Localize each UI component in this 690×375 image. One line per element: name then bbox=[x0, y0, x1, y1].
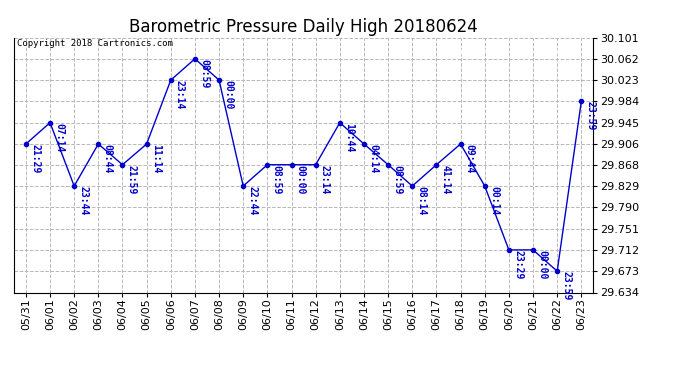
Text: 23:29: 23:29 bbox=[513, 250, 523, 279]
Title: Barometric Pressure Daily High 20180624: Barometric Pressure Daily High 20180624 bbox=[129, 18, 478, 36]
Text: 21:29: 21:29 bbox=[30, 144, 40, 173]
Text: 41:14: 41:14 bbox=[441, 165, 451, 194]
Text: 08:59: 08:59 bbox=[272, 165, 282, 194]
Text: 08:44: 08:44 bbox=[103, 144, 112, 173]
Text: 00:00: 00:00 bbox=[538, 250, 547, 279]
Text: 08:59: 08:59 bbox=[393, 165, 402, 194]
Text: Copyright 2018 Cartronics.com: Copyright 2018 Cartronics.com bbox=[17, 39, 172, 48]
Text: 08:14: 08:14 bbox=[417, 186, 426, 215]
Text: 10:44: 10:44 bbox=[344, 123, 354, 152]
Text: 23:14: 23:14 bbox=[320, 165, 330, 194]
Text: 23:14: 23:14 bbox=[175, 80, 185, 110]
Text: 23:59: 23:59 bbox=[586, 101, 595, 131]
Text: 23:44: 23:44 bbox=[79, 186, 88, 215]
Text: 22:44: 22:44 bbox=[248, 186, 257, 215]
Text: 04:14: 04:14 bbox=[368, 144, 378, 173]
Text: 23:59: 23:59 bbox=[562, 271, 571, 301]
Text: 00:14: 00:14 bbox=[489, 186, 499, 215]
Text: 08:59: 08:59 bbox=[199, 59, 209, 88]
Text: 00:00: 00:00 bbox=[296, 165, 306, 194]
Text: 07:14: 07:14 bbox=[55, 123, 64, 152]
Text: 21:59: 21:59 bbox=[127, 165, 137, 194]
Text: 11:14: 11:14 bbox=[151, 144, 161, 173]
Text: 00:00: 00:00 bbox=[224, 80, 233, 110]
Text: 09:44: 09:44 bbox=[465, 144, 475, 173]
